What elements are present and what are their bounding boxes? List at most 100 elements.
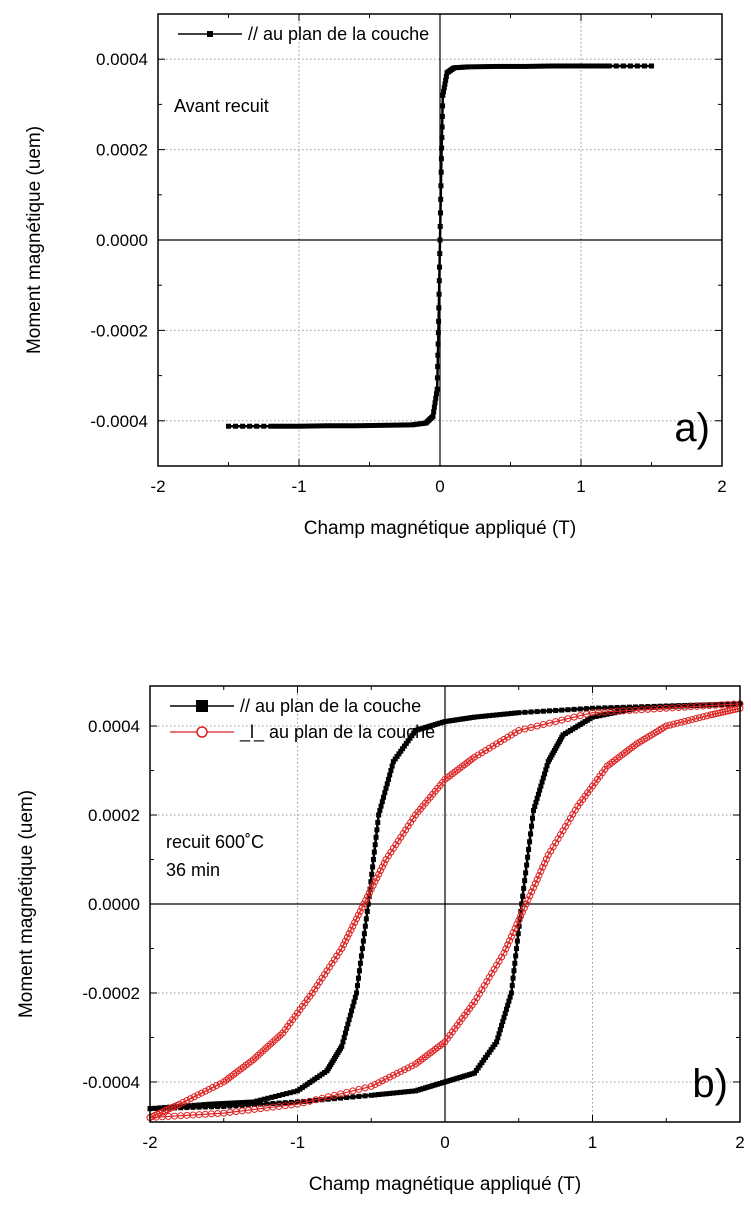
- data-point: [514, 945, 520, 951]
- data-point: [634, 705, 640, 711]
- data-point: [613, 63, 619, 69]
- data-point: [523, 870, 529, 876]
- data-point: [352, 423, 358, 429]
- data-point: [533, 876, 541, 884]
- y-tick-label: 0.0002: [88, 806, 140, 825]
- data-point: [373, 834, 379, 840]
- data-point: [405, 738, 411, 744]
- data-point: [516, 710, 522, 716]
- data-point: [389, 763, 395, 769]
- data-point: [277, 423, 283, 429]
- data-point: [489, 742, 497, 750]
- data-point: [539, 863, 547, 871]
- x-tick-label: -2: [142, 1133, 157, 1152]
- data-point: [489, 64, 495, 70]
- data-point: [522, 63, 528, 69]
- data-point: [201, 1087, 209, 1095]
- data-point: [381, 794, 387, 800]
- data-point: [478, 749, 486, 757]
- data-point: [517, 912, 525, 920]
- data-point: [283, 1091, 289, 1097]
- data-point: [436, 318, 442, 324]
- data-point: [483, 1054, 489, 1060]
- data-point: [198, 1089, 206, 1097]
- data-point: [367, 1082, 375, 1090]
- data-point: [401, 1089, 407, 1095]
- data-point: [437, 264, 443, 270]
- data-point: [380, 859, 388, 867]
- data-point: [205, 1085, 213, 1093]
- legend-entry: // au plan de la couche: [248, 24, 429, 44]
- data-point: [395, 422, 401, 428]
- x-tick-label: -1: [290, 1133, 305, 1152]
- data-point: [405, 1089, 411, 1095]
- data-point: [526, 892, 534, 900]
- data-point: [233, 423, 239, 429]
- data-point: [490, 712, 496, 718]
- data-point: [528, 831, 534, 837]
- data-point: [499, 1023, 505, 1029]
- data-point: [472, 1070, 477, 1076]
- data-point: [361, 931, 367, 937]
- data-point: [245, 1102, 251, 1108]
- data-point: [529, 823, 535, 829]
- data-point: [590, 714, 595, 720]
- data-point: [345, 930, 353, 938]
- data-point: [525, 854, 531, 860]
- data-point: [360, 938, 366, 944]
- data-point: [401, 743, 407, 749]
- data-point: [210, 1101, 216, 1107]
- data-point: [383, 785, 389, 791]
- data-point: [442, 81, 448, 87]
- data-point: [520, 904, 528, 912]
- data-point: [484, 64, 490, 70]
- y-tick-label: -0.0002: [82, 984, 140, 1003]
- data-point: [526, 63, 532, 69]
- data-point: [614, 705, 620, 711]
- data-point: [492, 1042, 498, 1048]
- data-point: [515, 931, 521, 937]
- data-point: [408, 1062, 416, 1070]
- data-point: [510, 975, 516, 981]
- data-point: [264, 1101, 270, 1107]
- data-point: [608, 705, 614, 711]
- x-tick-label: 1: [576, 477, 585, 496]
- data-point: [531, 808, 536, 814]
- series-0: [147, 701, 743, 1112]
- data-point: [593, 713, 599, 719]
- y-axis-label: Moment magnétique (uem): [24, 126, 45, 354]
- data-point: [159, 1105, 165, 1111]
- data-point: [363, 916, 369, 922]
- data-point: [375, 1079, 383, 1087]
- data-point: [411, 730, 417, 736]
- data-point: [506, 937, 514, 945]
- data-point: [269, 1094, 275, 1100]
- data-point: [483, 713, 489, 719]
- data-point: [341, 937, 349, 945]
- data-point: [527, 839, 533, 845]
- data-point: [511, 729, 519, 737]
- data-point: [221, 1100, 227, 1106]
- data-point: [436, 305, 442, 311]
- legend-marker-square: [196, 700, 208, 712]
- x-axis-label: Champ magnétique appliqué (T): [309, 1174, 582, 1195]
- data-point: [216, 1080, 224, 1088]
- data-point: [475, 64, 481, 70]
- data-point: [387, 772, 393, 778]
- data-point: [606, 63, 612, 69]
- data-point: [367, 886, 373, 892]
- data-point: [439, 135, 445, 141]
- panel-label: b): [692, 1062, 728, 1106]
- data-point: [376, 1092, 382, 1098]
- data-point: [577, 706, 583, 712]
- data-point: [501, 1014, 507, 1020]
- data-point: [550, 63, 556, 69]
- legend-entry: _l_ au plan de la couche: [239, 722, 435, 743]
- data-point: [545, 63, 551, 69]
- data-point: [535, 791, 541, 797]
- data-point: [440, 103, 446, 109]
- data-point: [153, 1105, 159, 1111]
- data-point: [432, 400, 438, 406]
- data-point: [470, 64, 476, 70]
- data-point: [507, 731, 515, 739]
